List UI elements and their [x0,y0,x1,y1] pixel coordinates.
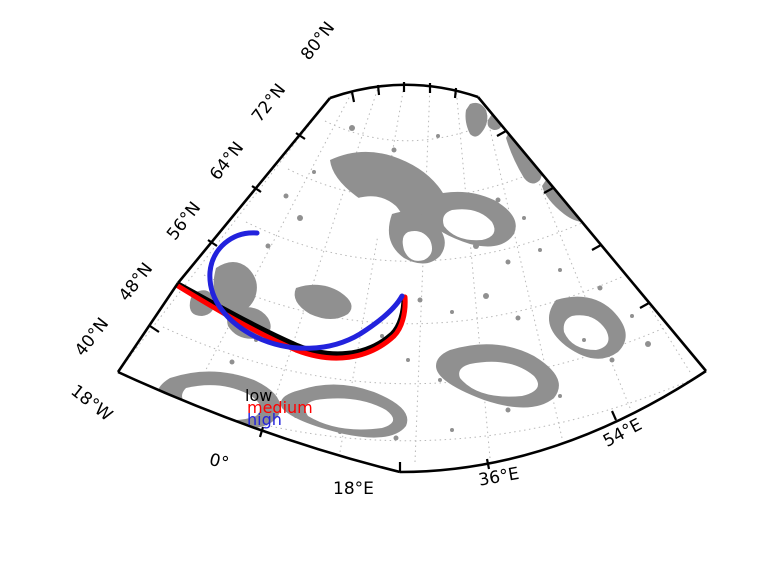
trajectory-high [207,230,405,351]
legend-item-medium: medium [247,398,313,417]
trajectory-group [175,230,408,361]
lon-label-18e: 18°E [333,479,374,499]
legend-item-low: low [245,386,273,405]
legend-item-high: high [247,410,282,429]
axis-ticks [149,82,650,472]
